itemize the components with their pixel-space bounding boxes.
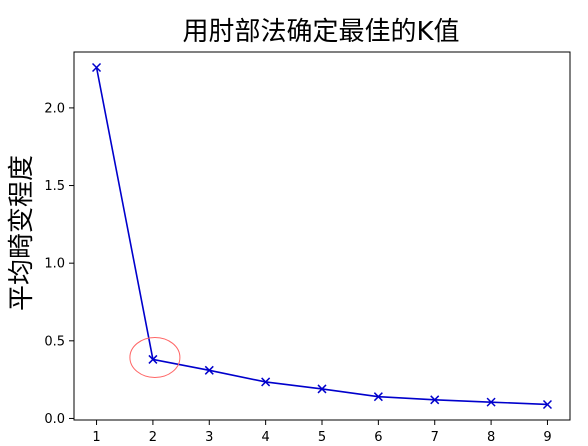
elbow-highlight-circle xyxy=(129,336,181,378)
y-tick-label-1.5: 1.5 xyxy=(44,179,65,194)
data-point-8 xyxy=(486,397,496,407)
plot-area-frame xyxy=(73,51,571,421)
x-tick-label-2: 2 xyxy=(149,430,157,445)
x-tick-label-8: 8 xyxy=(487,430,495,445)
x-tick-label-3: 3 xyxy=(205,430,213,445)
x-tick-label-6: 6 xyxy=(374,430,382,445)
data-point-1 xyxy=(92,62,102,73)
x-axis: 1 2 3 4 5 6 7 8 9 xyxy=(92,420,552,445)
series-layer xyxy=(92,62,552,410)
x-tick-label-5: 5 xyxy=(318,430,326,445)
x-tick-label-9: 9 xyxy=(543,430,551,445)
data-point-7 xyxy=(430,395,440,405)
data-point-9 xyxy=(542,399,552,410)
chart-title: 用肘部法确定最佳的K值 xyxy=(182,17,459,47)
y-axis: 0.0 0.5 1.0 1.5 2.0 xyxy=(44,101,74,427)
series-line-0 xyxy=(95,67,548,406)
y-tick-label-2.0: 2.0 xyxy=(44,101,65,116)
data-point-3 xyxy=(204,365,214,375)
annotation-layer xyxy=(129,336,181,378)
y-tick-label-0.0: 0.0 xyxy=(44,412,65,427)
y-axis-label: 平均畸变程度 xyxy=(7,155,37,311)
x-tick-label-7: 7 xyxy=(431,430,439,445)
data-point-4 xyxy=(261,377,271,387)
data-point-2 xyxy=(148,354,158,364)
y-tick-label-0.5: 0.5 xyxy=(44,334,65,349)
data-point-5 xyxy=(317,384,327,394)
x-tick-label-1: 1 xyxy=(92,430,100,445)
data-point-6 xyxy=(373,392,383,402)
x-tick-label-4: 4 xyxy=(261,430,269,445)
y-tick-label-1.0: 1.0 xyxy=(44,257,65,272)
